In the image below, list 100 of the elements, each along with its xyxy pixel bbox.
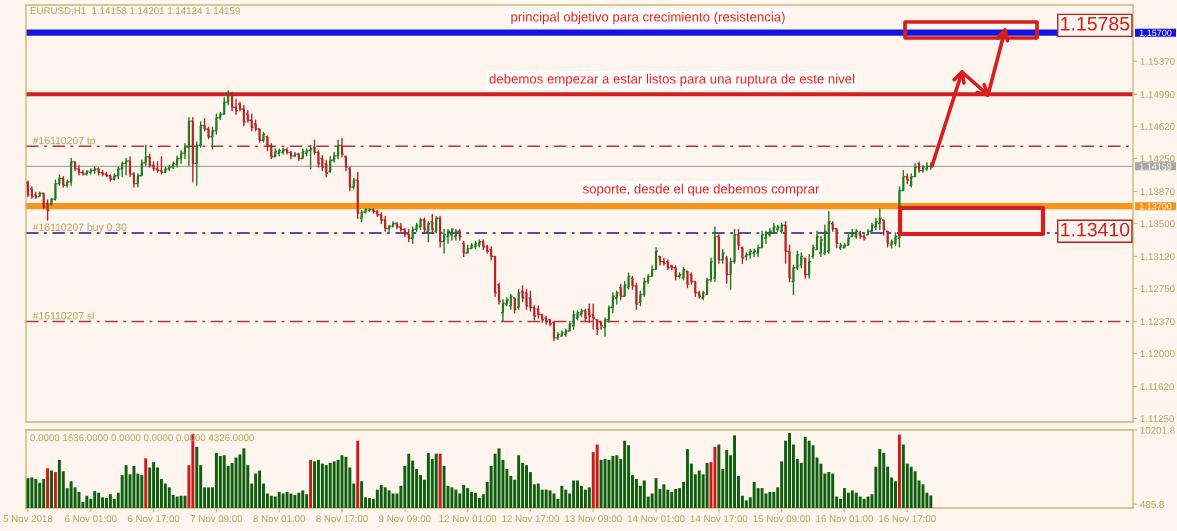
bar [34, 478, 38, 508]
candlestick [838, 242, 844, 251]
bar [42, 478, 46, 508]
bar [466, 488, 470, 508]
candlestick [516, 288, 522, 310]
candlestick [457, 228, 463, 241]
x-tick-label: 9 Nov 09:00 [379, 515, 431, 523]
candlestick [681, 266, 686, 281]
y-tick-label: 1.13120 [1140, 253, 1175, 261]
candlestick [826, 210, 832, 254]
bar [258, 470, 262, 508]
candlestick [508, 293, 514, 310]
bar [38, 482, 42, 508]
candlestick [775, 224, 781, 232]
bar [725, 449, 729, 508]
bar [576, 480, 580, 508]
bar [438, 453, 442, 508]
bar [803, 436, 807, 508]
bar [811, 445, 815, 508]
bar [305, 494, 309, 508]
bar [387, 490, 391, 508]
bar [108, 494, 112, 508]
candlestick [453, 228, 459, 241]
y-tick-label: 1.11620 [1140, 383, 1174, 391]
bar [105, 498, 108, 508]
candlestick [390, 221, 396, 228]
bar [831, 473, 835, 508]
bar [269, 495, 273, 508]
bar [642, 480, 646, 508]
bar [670, 491, 674, 508]
bar [901, 444, 905, 508]
bar [717, 444, 721, 508]
bar [316, 459, 320, 508]
bar [273, 496, 277, 508]
candlestick [421, 217, 427, 234]
candlestick [512, 297, 518, 314]
candlestick [382, 215, 388, 232]
x-tick-label: 6 Nov 17:00 [127, 515, 180, 523]
candlestick [524, 288, 529, 310]
candlestick [80, 169, 86, 176]
bar [144, 458, 148, 508]
candlestick [684, 270, 690, 289]
bar [705, 462, 709, 508]
candlestick [261, 131, 266, 143]
candlestick [308, 144, 314, 170]
annotation: 1.13410 [1061, 222, 1130, 237]
chart-title: EURUSD,H1 1.14158 1.14201 1.14124 1.14159 [30, 7, 240, 16]
bar [434, 453, 438, 508]
candlestick [288, 150, 294, 160]
y-tick-label: 1.13870 [1140, 188, 1175, 196]
x-tick-label: 14 Nov 17:00 [690, 515, 748, 523]
bar [26, 478, 30, 508]
bar [383, 487, 387, 508]
y-tick-label: 1.14990 [1140, 91, 1175, 98]
candlestick [869, 222, 875, 232]
bar [854, 492, 858, 508]
bar [772, 491, 776, 508]
bar [320, 463, 324, 508]
bar [356, 440, 360, 508]
bar [85, 495, 89, 508]
bar [846, 492, 850, 508]
candlestick [763, 230, 769, 245]
candlestick [798, 252, 804, 269]
bar [807, 440, 811, 508]
bar [894, 481, 897, 508]
bar [674, 488, 678, 508]
bar [827, 472, 831, 508]
bar [207, 487, 211, 508]
bar [744, 500, 748, 508]
bar [843, 488, 846, 508]
candlestick [736, 228, 741, 251]
bar [564, 489, 568, 508]
candlestick [249, 113, 255, 132]
x-tick-label: 13 Nov 09:00 [565, 515, 622, 523]
x-tick-label: 16 Nov 01:00 [816, 515, 874, 523]
candlestick [37, 191, 43, 198]
bar [654, 478, 658, 508]
candlestick [571, 310, 577, 330]
y-tick-label: 1.15370 [1140, 58, 1175, 65]
x-tick-label: 16 Nov 17:00 [879, 515, 936, 523]
candlestick [123, 157, 129, 176]
bar [560, 485, 564, 508]
bar [175, 496, 179, 508]
bar [623, 440, 627, 508]
candlestick [739, 246, 745, 265]
bar [862, 498, 866, 508]
bar [301, 490, 305, 508]
bar [850, 490, 854, 508]
bar [297, 492, 301, 508]
candlestick [52, 179, 58, 201]
candlestick [425, 221, 431, 243]
bar [97, 492, 101, 508]
y-tick-label: 1.12000 [1140, 350, 1175, 358]
bar [222, 455, 226, 508]
candlestick [241, 104, 247, 127]
candlestick [418, 217, 423, 231]
x-tick-label: 8 Nov 17:00 [316, 515, 368, 523]
x-tick-label: 8 Nov 01:00 [253, 515, 306, 523]
bar [462, 485, 466, 508]
bar [685, 449, 689, 508]
